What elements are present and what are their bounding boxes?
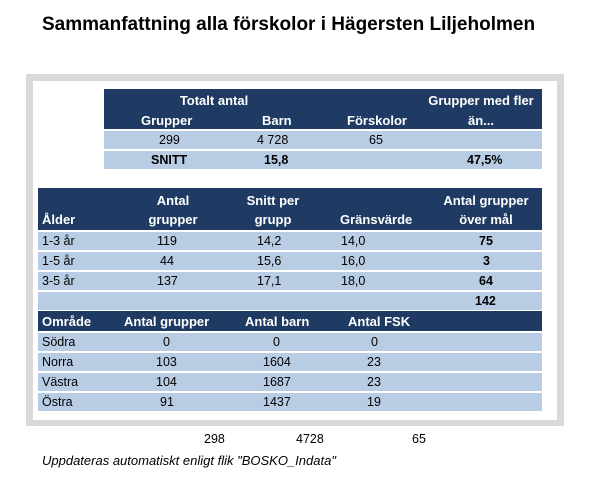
age-col-avg-line2: grupp (254, 212, 292, 227)
age-col-over-line2: över mål (459, 212, 513, 227)
age-row: 1-3 år 119 14,2 14,0 75 (38, 232, 542, 250)
area-col-area: Område (42, 314, 92, 329)
age-limit: 18,0 (341, 274, 366, 288)
age-row: 1-5 år 44 15,6 16,0 3 (38, 252, 542, 270)
age-average: 17,1 (257, 274, 282, 288)
age-over: 75 (479, 234, 493, 248)
area-col-groups: Antal grupper (124, 314, 210, 329)
age-limit: 14,0 (341, 234, 366, 248)
area-preschools: 19 (367, 395, 381, 409)
area-col-preschools: Antal FSK (348, 314, 411, 329)
area-groups: 103 (156, 355, 177, 369)
age-limit: 16,0 (341, 254, 366, 268)
area-preschools: 23 (367, 375, 381, 389)
area-children: 0 (273, 335, 280, 349)
area-row: Östra 91 1437 19 (38, 393, 542, 411)
summary-header-more-line1: Grupper med fler (428, 93, 534, 108)
summary-groups-value: 299 (159, 133, 180, 147)
area-label: Norra (42, 355, 74, 369)
age-groups: 44 (160, 254, 174, 268)
area-col-children: Antal barn (245, 314, 310, 329)
summary-header-more-line2: än... (467, 113, 494, 128)
summary-children-value: 4 728 (257, 133, 289, 147)
age-table-header: Ålder Antal grupper Snitt per grupp Grän… (38, 188, 542, 230)
age-col-limit: Gränsvärde (340, 212, 413, 227)
area-children: 1437 (263, 395, 291, 409)
area-label: Västra (42, 375, 79, 389)
age-total-over: 142 (475, 294, 496, 308)
area-row: Norra 103 1604 23 (38, 353, 542, 371)
summary-col-groups: Grupper (141, 113, 193, 128)
summary-over-percent: 47,5% (467, 153, 503, 167)
page-title: Sammanfattning alla förskolor i Hägerste… (42, 14, 536, 35)
age-col-avg-line1: Snitt per (246, 193, 300, 208)
age-col-groups-line1: Antal (156, 193, 190, 208)
area-preschools: 23 (367, 355, 381, 369)
summary-average-label: SNITT (151, 153, 188, 167)
summary-preschools-value: 65 (369, 133, 383, 147)
area-children: 1687 (263, 375, 291, 389)
summary-col-children: Barn (262, 113, 292, 128)
summary-values-row: 299 4 728 65 (104, 131, 542, 149)
area-children: 1604 (263, 355, 291, 369)
summary-average-row: SNITT 15,8 47,5% (104, 151, 542, 169)
age-over: 3 (483, 254, 490, 268)
total-children: 4728 (296, 432, 324, 446)
age-over: 64 (479, 274, 493, 288)
age-row: 3-5 år 137 17,1 18,0 64 (38, 272, 542, 290)
age-average: 15,6 (257, 254, 282, 268)
area-groups: 91 (160, 395, 174, 409)
age-average: 14,2 (257, 234, 282, 248)
area-row: Södra 0 0 0 (38, 333, 542, 351)
age-label: 1-3 år (42, 234, 75, 248)
area-row: Västra 104 1687 23 (38, 373, 542, 391)
total-preschools: 65 (412, 432, 426, 446)
age-groups: 137 (157, 274, 178, 288)
total-groups: 298 (204, 432, 225, 446)
age-groups: 119 (157, 234, 177, 248)
age-col-age: Ålder (42, 212, 76, 227)
summary-header-total: Totalt antal (179, 93, 249, 108)
age-label: 3-5 år (42, 274, 75, 288)
summary-average-value: 15,8 (264, 153, 289, 167)
update-note: Uppdateras automatiskt enligt flik "BOSK… (42, 453, 336, 468)
age-col-over-line1: Antal grupper (443, 193, 529, 208)
area-preschools: 0 (371, 335, 378, 349)
summary-header: Totalt antal Grupper med fler Grupper Ba… (104, 89, 542, 129)
area-label: Södra (42, 335, 76, 349)
area-groups: 0 (163, 335, 170, 349)
age-label: 1-5 år (42, 254, 75, 268)
area-label: Östra (42, 395, 73, 409)
summary-col-preschools: Förskolor (347, 113, 407, 128)
age-col-groups-line2: grupper (148, 212, 198, 227)
area-groups: 104 (156, 375, 177, 389)
age-total-row: 142 (38, 292, 542, 310)
area-table-header: Område Antal grupper Antal barn Antal FS… (38, 311, 542, 331)
